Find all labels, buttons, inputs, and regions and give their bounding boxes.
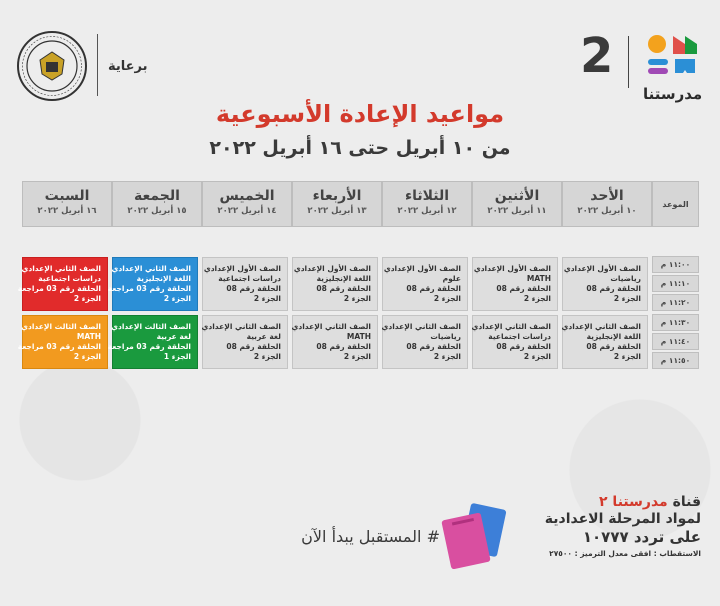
time-slot: ١١:٣٠ م [652, 314, 699, 331]
schedule-cell: الصف الثالث الإعدادي MATH الحلقة رقم 03 مر… [18, 315, 108, 369]
time-slot: ١١:٠٠ م [652, 256, 699, 273]
sponsor-label: برعاية [108, 59, 148, 74]
channel-line2: لمواد المرحلة الاعدادية [544, 511, 701, 527]
page-subtitle: من ١٠ أبريل حتى ١٦ أبريل ٢٠٢٢ [209, 137, 511, 159]
schedule-cell: الصف الأول الإعدادي MATH الحلقة رقم 08 الجز… [472, 257, 558, 311]
schedule-cell: الصف الثاني الإعدادي MATH الحلقة رقم 08 الج… [291, 315, 378, 369]
schedule-cell: الصف الأول الإعدادي دراسات اجتماعية الحلقة… [202, 257, 288, 311]
day-header-wednesday: الأربعاء ١٣ أبريل ٢٠٢٢ [292, 181, 382, 227]
schedule-cell: الصف الأول الإعدادي علوم الحلقة رقم 08 الجز… [382, 257, 468, 311]
time-slot: ١١:٥٠ م [652, 352, 699, 369]
schedule-cell: الصف الثاني الإعدادي رياضيات الحلقة رقم 08… [381, 315, 468, 369]
sponsor-divider [97, 34, 98, 96]
schedule-cell: الصف الثاني الإعدادي لغة عربية الحلقة رقم … [201, 315, 288, 369]
day-header-monday: الأثنين ١١ أبريل ٢٠٢٢ [472, 181, 562, 227]
day-header-saturday: السبت ١٦ أبريل ٢٠٢٢ [22, 181, 112, 227]
hashtag-slogan: # المستقبل يبدأ الآن [301, 527, 440, 546]
schedule-cell: الصف الأول الإعدادي اللغة الإنجليزية الحلق… [292, 257, 378, 311]
day-header-tuesday: الثلاثاء ١٢ أبريل ٢٠٢٢ [382, 181, 472, 227]
ministry-seal-icon [17, 31, 87, 101]
channel-name: مدرستنا ٢ [599, 494, 668, 510]
schedule-cell: الصف الثاني الإعدادي اللغة الإنجليزية الحل… [561, 315, 648, 369]
brand-name: مدرستنا [643, 85, 703, 103]
time-column-header: الموعد [652, 181, 699, 227]
channel-prefix: قناة [672, 494, 701, 510]
time-slot: ١١:١٠ م [652, 275, 699, 292]
channel-frequency: على تردد ١٠٧٧٧ [582, 528, 701, 546]
day-header-sunday: الأحد ١٠ أبريل ٢٠٢٢ [562, 181, 652, 227]
day-header-friday: الجمعة ١٥ أبريل ٢٠٢٢ [112, 181, 202, 227]
schedule-cell: الصف الأول الإعدادي رياضيات الحلقة رقم 08 ا… [562, 257, 648, 311]
brand-divider [628, 36, 629, 88]
time-slot: ١١:٢٠ م [652, 294, 699, 311]
day-header-thursday: الخميس ١٤ أبريل ٢٠٢٢ [202, 181, 292, 227]
madrasatna-logo-icon [648, 35, 697, 74]
channel-technical: الاستقطاب : افقى معدل الترميز : ٢٧٥٠٠ [549, 549, 701, 558]
page-title: مواعيد الإعادة الأسبوعية [215, 100, 505, 128]
schedule-cell: الصف الثالث الإعدادي لغة عربية الحلقة رقم … [108, 315, 198, 369]
books-icon [441, 503, 507, 570]
channel-info: قناة مدرستنا ٢ لمواد المرحلة الاعدادية ع… [525, 494, 701, 558]
schedule-cell: الصف الثاني الإعدادي دراسات اجتماعية الحلق… [471, 315, 558, 369]
schedule-cell: الصف الثاني الإعدادي دراسات اجتماعية الحلق… [18, 257, 108, 311]
time-slot: ١١:٤٠ م [652, 333, 699, 350]
schedule-cell: الصف الثاني الإعدادي اللغة الإنجليزية الحل… [108, 257, 198, 311]
brand-number: 2 [580, 28, 614, 84]
